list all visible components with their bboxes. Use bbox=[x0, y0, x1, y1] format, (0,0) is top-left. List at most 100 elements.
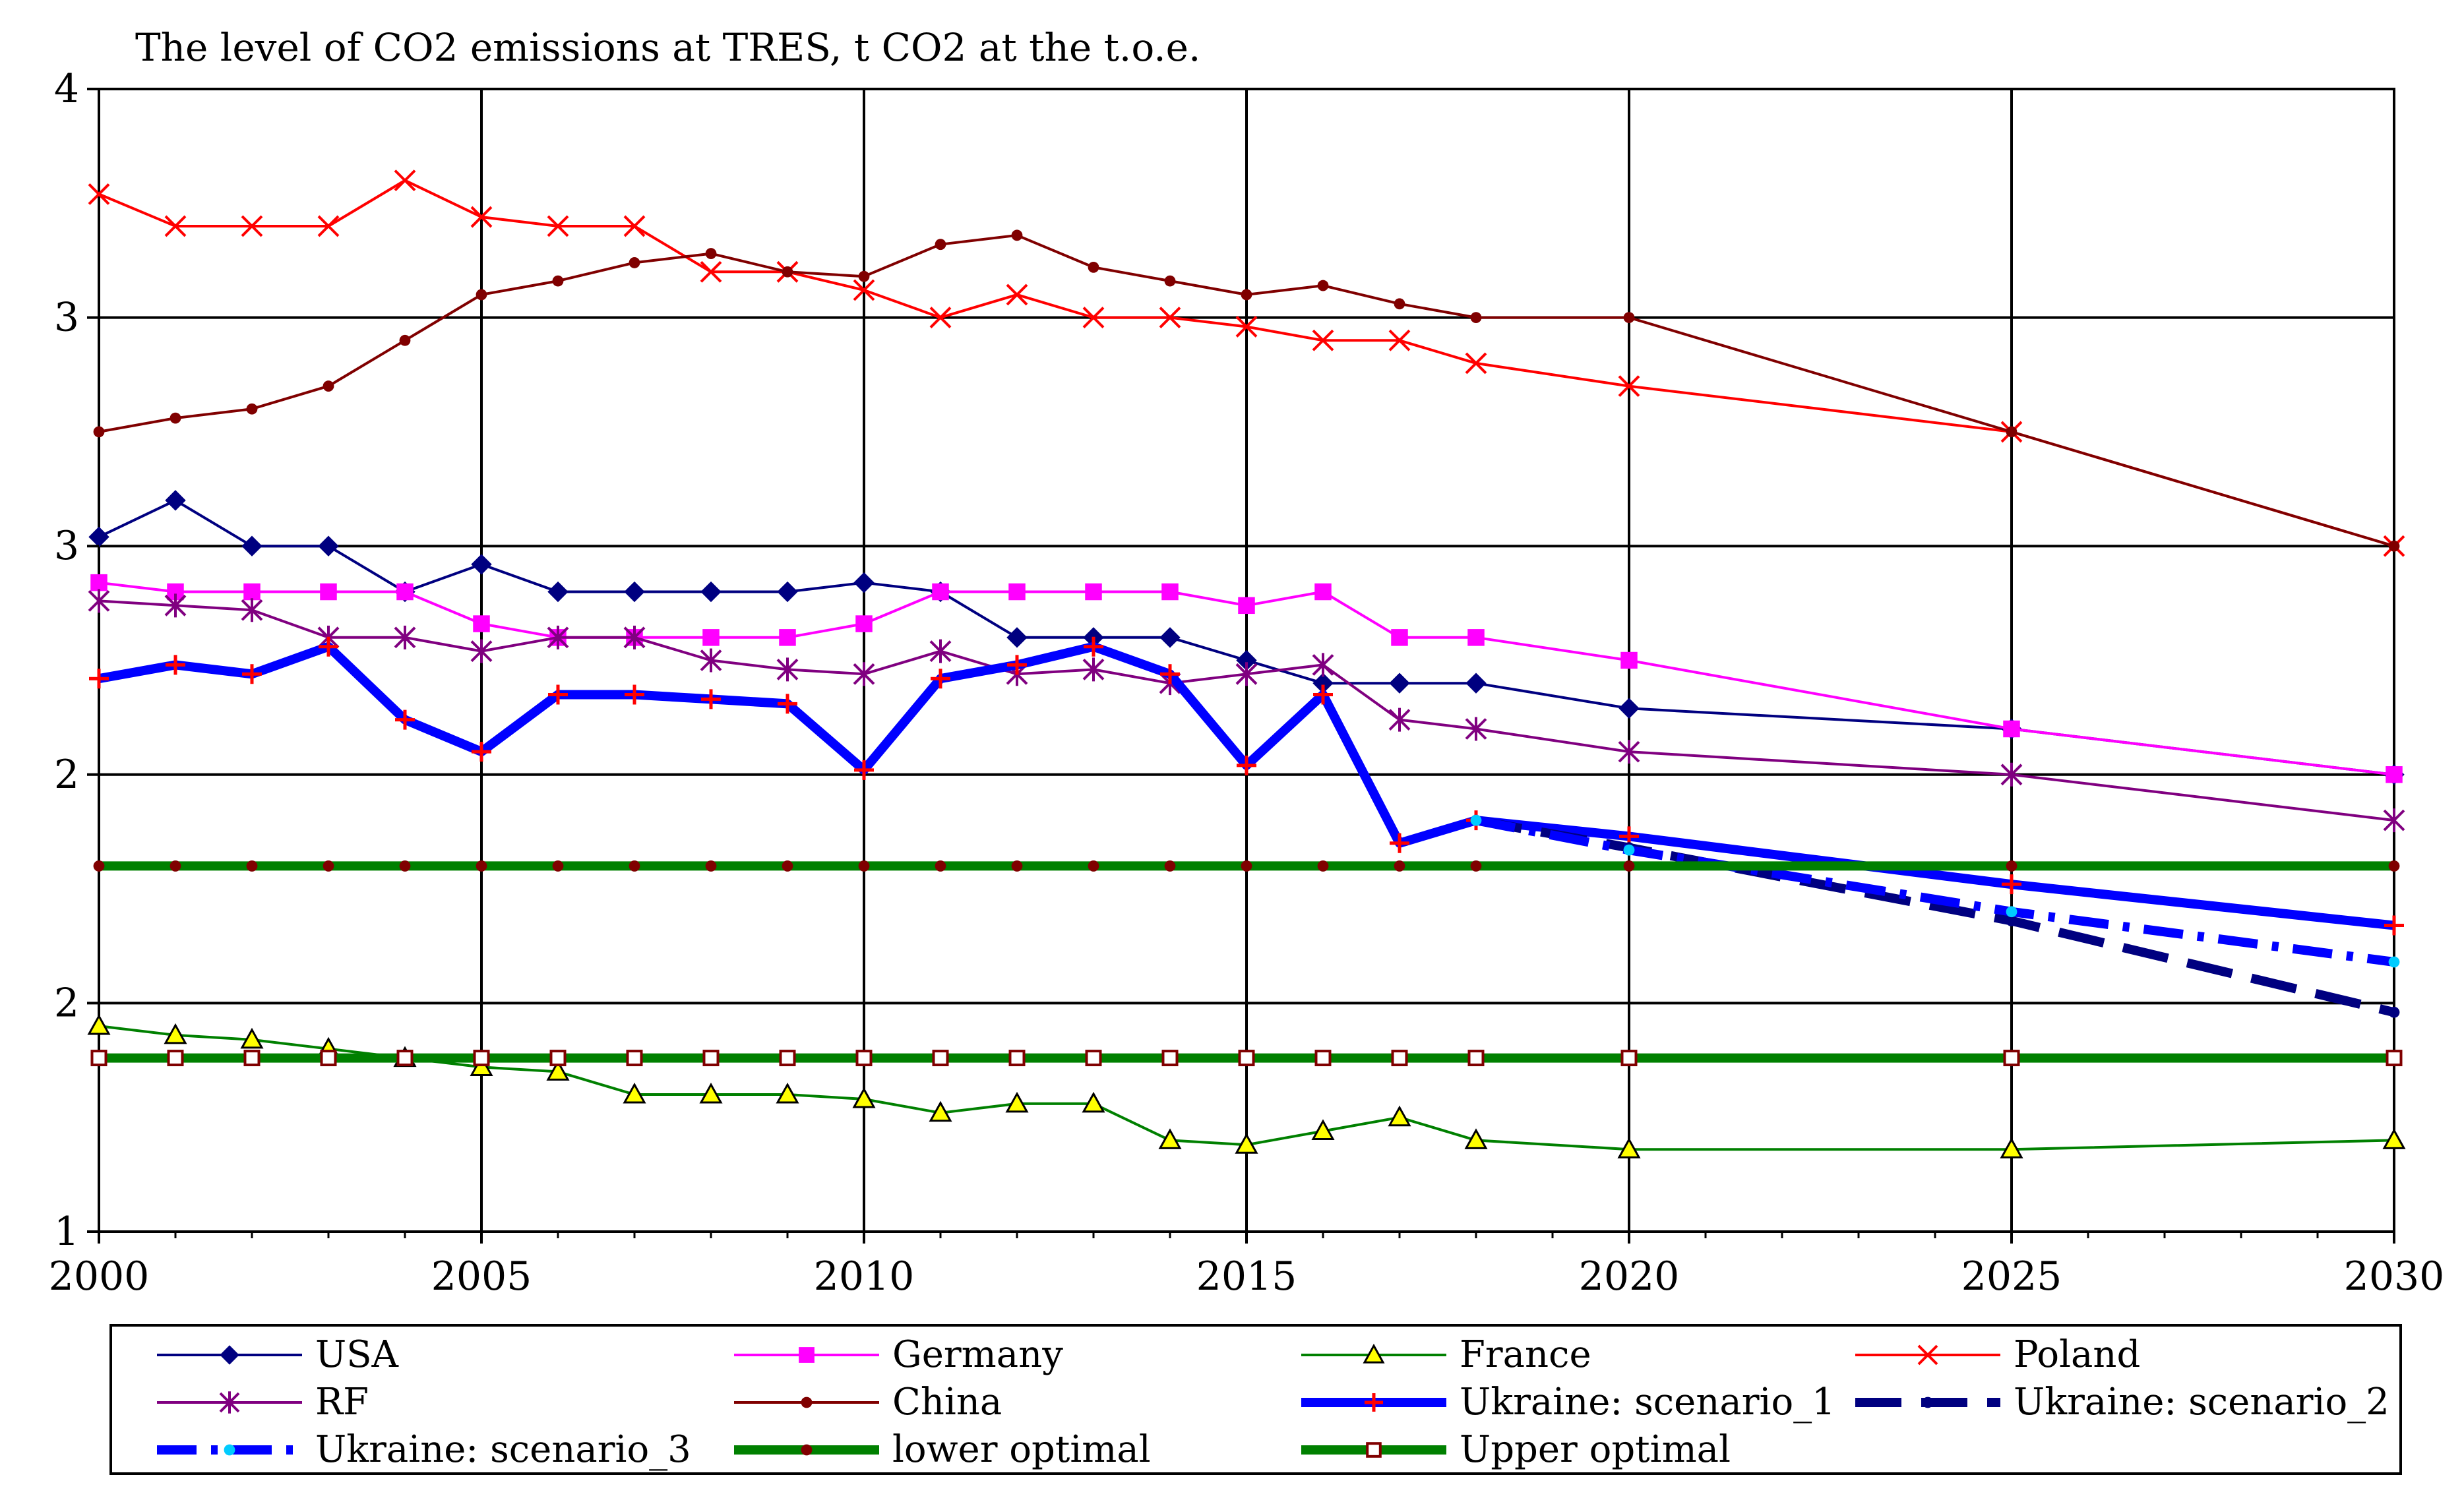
data-point bbox=[1467, 629, 1485, 646]
data-point bbox=[2388, 956, 2400, 968]
data-point bbox=[243, 1050, 261, 1067]
data-point bbox=[1623, 844, 1635, 856]
data-point bbox=[395, 709, 415, 730]
data-point bbox=[246, 860, 258, 872]
data-point bbox=[1617, 1137, 1641, 1158]
data-point bbox=[547, 581, 569, 603]
legend-item: Germany bbox=[734, 1333, 1063, 1376]
data-point bbox=[93, 426, 105, 438]
series-lower-optimal bbox=[93, 860, 2400, 872]
legend-item: Ukraine: scenario_3 bbox=[157, 1428, 691, 1471]
data-point bbox=[782, 266, 793, 278]
data-point bbox=[929, 1100, 952, 1122]
data-point bbox=[858, 270, 870, 282]
legend-item: lower optimal bbox=[734, 1428, 1151, 1471]
data-point bbox=[1159, 307, 1181, 329]
data-point bbox=[547, 215, 569, 237]
data-point bbox=[320, 1050, 337, 1067]
data-point bbox=[700, 260, 722, 283]
data-point bbox=[242, 664, 262, 684]
data-point bbox=[1005, 1091, 1029, 1113]
data-point bbox=[1241, 860, 1252, 872]
data-point bbox=[167, 1050, 184, 1067]
data-point bbox=[1311, 1119, 1335, 1140]
data-point bbox=[858, 860, 870, 872]
data-point bbox=[166, 655, 185, 675]
data-point bbox=[623, 1082, 646, 1104]
data-point bbox=[1235, 1133, 1258, 1154]
data-point bbox=[320, 583, 337, 601]
x-tick-label: 2025 bbox=[1961, 1253, 2062, 1300]
data-point bbox=[240, 1027, 264, 1049]
data-point bbox=[929, 307, 952, 329]
x-tick-label: 2015 bbox=[1196, 1253, 1297, 1300]
series-ukraine-scenario-3 bbox=[1470, 814, 2400, 968]
chart-title: The level of CO2 emissions at TRES, t CO… bbox=[135, 25, 1200, 70]
legend-item: USA bbox=[157, 1333, 399, 1376]
data-point bbox=[476, 289, 487, 301]
data-point bbox=[1088, 860, 1099, 872]
data-point bbox=[476, 860, 487, 872]
data-point bbox=[1917, 1344, 1938, 1366]
series-line bbox=[98, 179, 2395, 548]
data-point bbox=[1006, 627, 1028, 648]
data-point bbox=[323, 860, 334, 872]
data-point bbox=[2003, 1050, 2020, 1067]
data-point bbox=[1388, 1105, 1411, 1127]
data-point bbox=[399, 334, 411, 346]
legend-label: Ukraine: scenario_1 bbox=[1460, 1381, 1835, 1424]
data-point bbox=[2000, 1137, 2023, 1158]
data-point bbox=[853, 662, 875, 686]
data-point bbox=[623, 215, 646, 237]
data-point bbox=[1365, 1393, 1383, 1412]
legend-label: RF bbox=[315, 1381, 369, 1424]
legend-item: RF bbox=[157, 1381, 369, 1424]
data-point bbox=[319, 636, 338, 657]
data-point bbox=[1391, 1050, 1408, 1067]
data-point bbox=[853, 279, 875, 301]
legend-label: lower optimal bbox=[892, 1428, 1151, 1471]
data-point bbox=[1388, 707, 1411, 732]
data-point bbox=[88, 183, 110, 205]
data-point bbox=[701, 689, 721, 709]
data-point bbox=[220, 1345, 239, 1365]
y-tick-label: 3 bbox=[54, 523, 79, 569]
data-point bbox=[1235, 316, 1258, 338]
data-point bbox=[243, 583, 261, 601]
series-line bbox=[98, 233, 2395, 548]
series-poland bbox=[88, 169, 2405, 557]
data-point bbox=[90, 574, 108, 591]
data-point bbox=[1388, 329, 1411, 351]
data-point bbox=[700, 648, 722, 673]
data-point bbox=[1088, 261, 1099, 273]
data-point bbox=[624, 581, 645, 603]
data-point bbox=[1164, 275, 1176, 287]
data-point bbox=[931, 669, 950, 689]
data-point bbox=[853, 572, 875, 593]
data-point bbox=[246, 403, 258, 415]
data-point bbox=[699, 1082, 723, 1104]
x-tick-label: 2030 bbox=[2344, 1253, 2445, 1300]
data-point bbox=[169, 860, 181, 872]
data-point bbox=[1389, 673, 1410, 694]
data-point bbox=[779, 629, 796, 646]
data-point bbox=[317, 215, 340, 237]
data-point bbox=[470, 639, 493, 663]
data-point bbox=[1158, 1128, 1182, 1149]
legend-label: Ukraine: scenario_3 bbox=[315, 1428, 691, 1471]
data-point bbox=[470, 206, 493, 228]
data-point bbox=[855, 615, 873, 632]
legend-item: Ukraine: scenario_2 bbox=[1855, 1381, 2389, 1424]
data-point bbox=[548, 684, 568, 705]
data-point bbox=[2388, 540, 2400, 552]
data-point bbox=[1317, 860, 1329, 872]
data-point bbox=[782, 860, 793, 872]
data-point bbox=[2386, 1050, 2403, 1067]
data-point bbox=[164, 215, 187, 237]
data-point bbox=[1235, 662, 1258, 686]
data-point bbox=[2002, 874, 2021, 895]
data-point bbox=[1394, 860, 1405, 872]
data-point bbox=[89, 669, 109, 689]
data-point bbox=[2006, 426, 2017, 438]
